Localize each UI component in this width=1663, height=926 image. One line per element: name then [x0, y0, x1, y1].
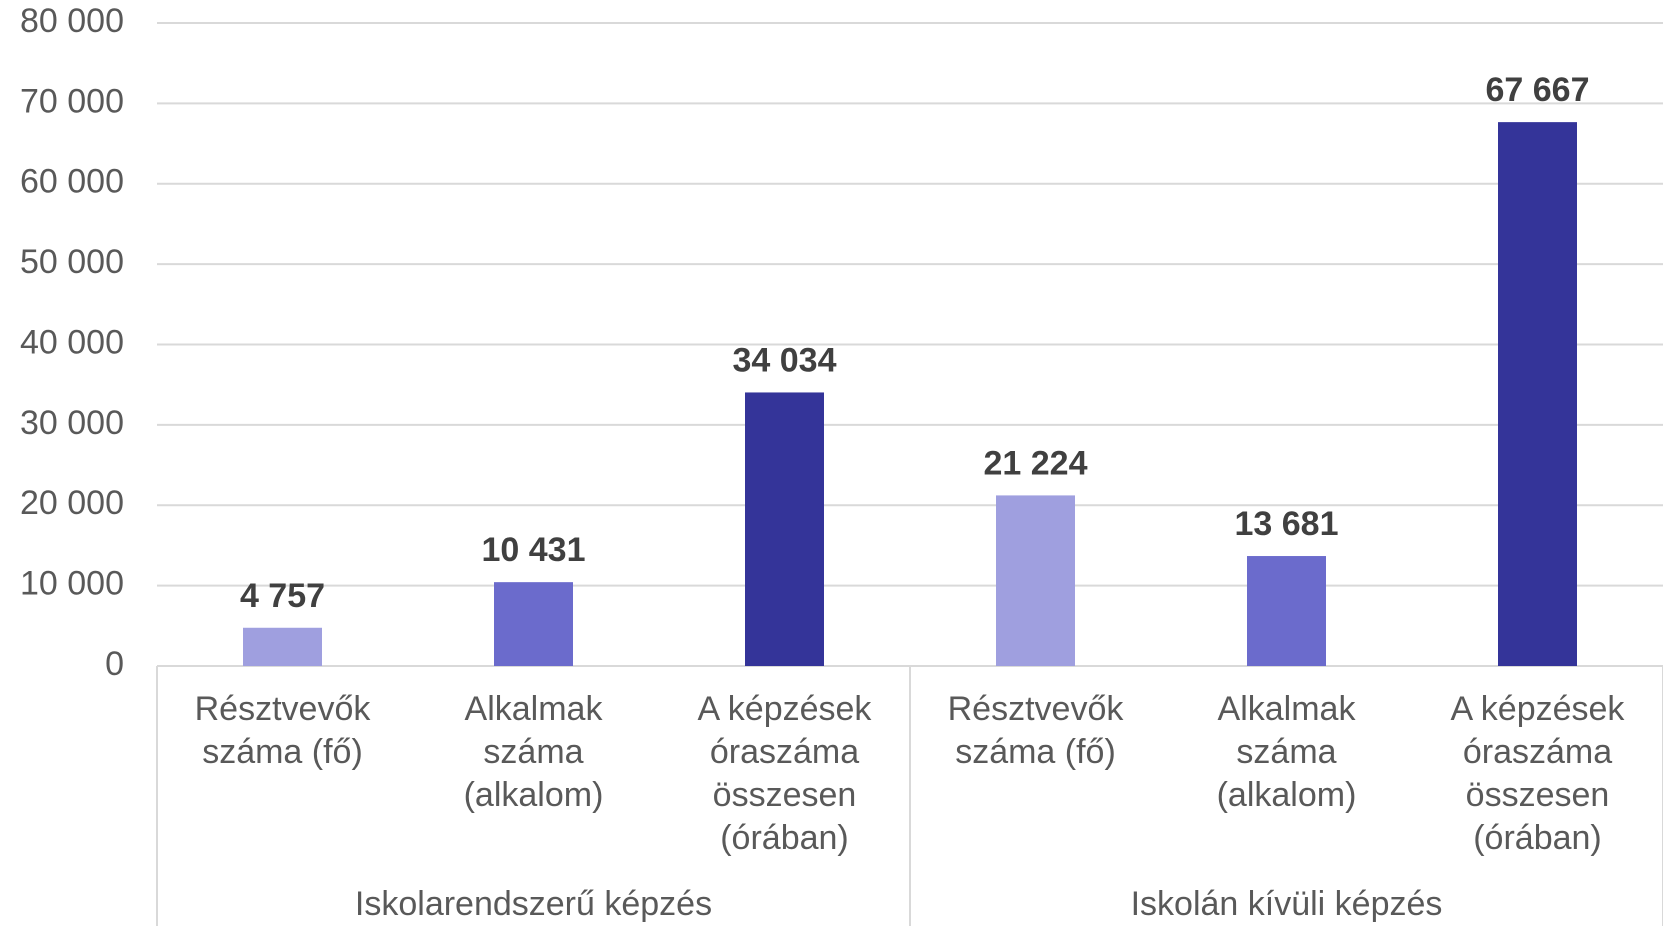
group-label: Iskolarendszerű képzés	[355, 885, 712, 923]
y-tick-label: 20 000	[20, 484, 124, 522]
data-label: 13 681	[1235, 505, 1339, 543]
bar	[1498, 122, 1577, 667]
x-tick-label: Résztvevők száma (fő)	[947, 690, 1124, 771]
y-tick-label: 0	[105, 645, 124, 683]
y-tick-label: 30 000	[20, 404, 124, 442]
bar	[745, 392, 824, 666]
bar	[243, 627, 322, 666]
data-label: 21 224	[984, 444, 1088, 482]
x-tick-label: Résztvevők száma (fő)	[194, 690, 371, 771]
bar	[494, 582, 573, 666]
group-label: Iskolán kívüli képzés	[1131, 885, 1443, 923]
y-tick-label: 70 000	[20, 82, 124, 120]
data-label: 34 034	[733, 341, 837, 379]
y-tick-label: 50 000	[20, 243, 124, 281]
bar	[1247, 556, 1326, 666]
data-label: 4 757	[240, 577, 325, 615]
y-tick-label: 60 000	[20, 163, 124, 201]
x-tick-label: A képzések óraszáma összesen (órában)	[1450, 690, 1625, 857]
x-tick-label: Alkalmak száma (alkalom)	[463, 690, 604, 814]
data-label: 67 667	[1486, 71, 1590, 109]
y-tick-label: 10 000	[20, 565, 124, 603]
x-tick-label: Alkalmak száma (alkalom)	[1216, 690, 1357, 814]
data-label: 10 431	[482, 531, 586, 569]
y-tick-label: 80 000	[20, 2, 124, 40]
bar	[996, 495, 1075, 666]
x-tick-label: A képzések óraszáma összesen (órában)	[697, 690, 872, 857]
y-tick-label: 40 000	[20, 323, 124, 361]
